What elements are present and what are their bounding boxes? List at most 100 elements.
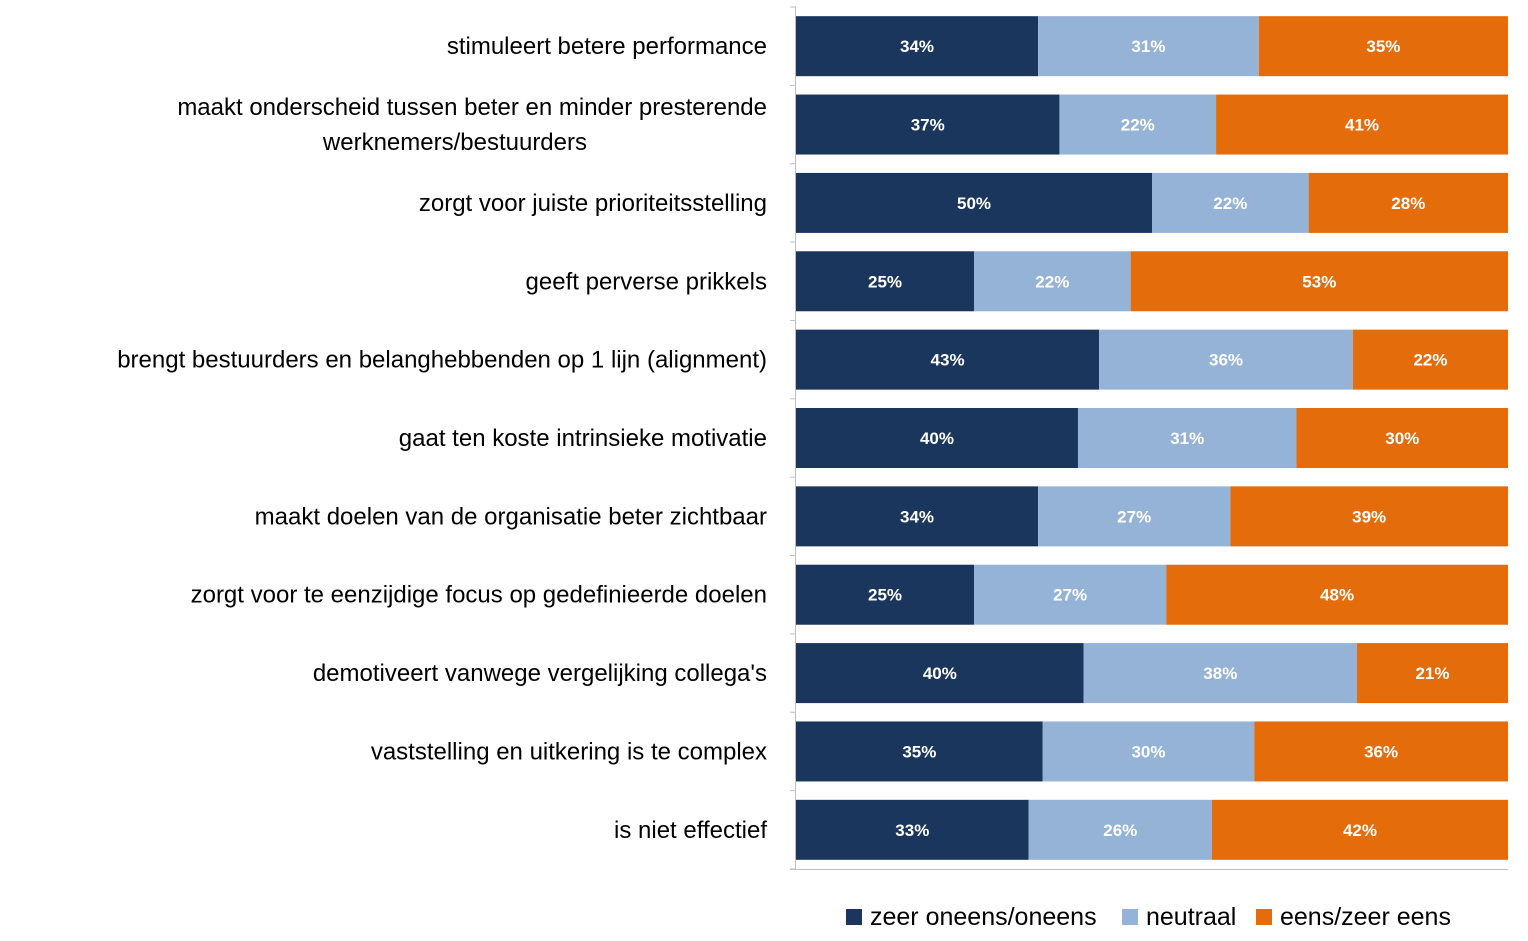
- bar-segment: [1099, 329, 1353, 390]
- category-label: maakt doelen van de organisatie beter zi…: [255, 503, 767, 530]
- bar-segment: [796, 643, 1084, 704]
- bar-segment: [1211, 799, 1508, 860]
- category-label-line: stimuleert betere performance: [447, 33, 767, 60]
- bar-segment: [974, 251, 1131, 312]
- legend-label: zeer oneens/oneens: [870, 903, 1097, 931]
- data-label: 42%: [1343, 821, 1377, 840]
- category-label: gaat ten koste intrinsieke motivatie: [399, 425, 767, 452]
- category-label-line: is niet effectief: [614, 817, 767, 844]
- category-label: maakt onderscheid tussen beter en minder…: [177, 94, 767, 156]
- legend-swatch: [1122, 909, 1138, 925]
- bar-segment: [1296, 408, 1508, 468]
- data-label: 50%: [957, 194, 991, 213]
- data-label: 30%: [1131, 742, 1165, 761]
- bar-segment: [1059, 94, 1217, 155]
- data-label: 37%: [911, 116, 945, 135]
- bar-segment: [796, 251, 974, 312]
- data-label: 21%: [1415, 664, 1449, 683]
- category-label-line: maakt onderscheid tussen beter en minder…: [177, 94, 767, 121]
- category-label: stimuleert betere performance: [447, 33, 767, 60]
- data-label: 22%: [1413, 351, 1447, 370]
- bar-segment: [1152, 172, 1309, 233]
- data-label: 35%: [902, 742, 936, 761]
- legend-swatch: [846, 909, 862, 925]
- bar-segment: [1028, 799, 1212, 860]
- data-label: 31%: [1170, 429, 1204, 448]
- data-label: 34%: [900, 37, 934, 56]
- bar-segment: [1258, 16, 1508, 77]
- category-label: vaststelling en uitkering is te complex: [371, 738, 767, 765]
- legend-swatch: [1256, 909, 1272, 925]
- data-label: 26%: [1103, 821, 1137, 840]
- category-label-line: brengt bestuurders en belanghebbenden op…: [117, 347, 767, 374]
- data-label: 28%: [1391, 194, 1425, 213]
- bar-segment: [1166, 564, 1508, 625]
- data-label: 22%: [1035, 272, 1069, 291]
- data-label: 39%: [1352, 507, 1386, 526]
- bar-segment: [796, 16, 1039, 77]
- bar-segment: [1216, 94, 1508, 155]
- bar-segment: [1038, 486, 1231, 547]
- bar-segment: [1083, 643, 1357, 704]
- data-label: 35%: [1366, 37, 1400, 56]
- legend-label: neutraal: [1146, 903, 1236, 931]
- data-label: 38%: [1203, 664, 1237, 683]
- data-label: 30%: [1385, 429, 1419, 448]
- data-label: 36%: [1209, 351, 1243, 370]
- data-label: 36%: [1364, 742, 1398, 761]
- bar-segment: [1356, 643, 1508, 704]
- bar-segment: [974, 564, 1167, 625]
- data-label: 27%: [1053, 586, 1087, 605]
- category-label-line: vaststelling en uitkering is te complex: [371, 738, 767, 765]
- category-label-line: maakt doelen van de organisatie beter zi…: [255, 503, 767, 530]
- data-label: 41%: [1345, 116, 1379, 135]
- bar-segment: [796, 408, 1078, 468]
- bar-segment: [1130, 251, 1508, 312]
- data-label: 25%: [868, 272, 902, 291]
- category-labels: stimuleert betere performance maakt onder…: [117, 33, 767, 844]
- data-label: 27%: [1117, 507, 1151, 526]
- bar-segment: [1077, 408, 1297, 468]
- data-label: 34%: [900, 507, 934, 526]
- bar-segment: [796, 329, 1100, 390]
- data-label: 31%: [1131, 37, 1165, 56]
- data-label: 53%: [1302, 272, 1336, 291]
- axis-layer: [790, 6, 1508, 870]
- bar-segment: [1042, 721, 1255, 782]
- category-label-line: zorgt voor juiste prioriteitsstelling: [419, 190, 767, 217]
- bar-segment: [1352, 329, 1508, 390]
- category-label: demotiveert vanwege vergelijking collega…: [313, 660, 767, 687]
- bar-segment: [1308, 172, 1508, 233]
- category-label: geeft perverse prikkels: [526, 268, 767, 295]
- category-label: zorgt voor te eenzijdige focus op gedefi…: [191, 582, 767, 609]
- data-label: 25%: [868, 586, 902, 605]
- bar-segment: [796, 486, 1039, 547]
- data-label: 22%: [1213, 194, 1247, 213]
- data-label: 33%: [895, 821, 929, 840]
- bar-segment: [796, 94, 1060, 155]
- category-label-line: demotiveert vanwege vergelijking collega…: [313, 660, 767, 687]
- bar-segment: [796, 799, 1029, 860]
- category-label: brengt bestuurders en belanghebbenden op…: [117, 347, 767, 374]
- bar-segment: [1038, 16, 1259, 77]
- data-label: 22%: [1121, 116, 1155, 135]
- bar-segment: [796, 172, 1152, 233]
- legend-label: eens/zeer eens: [1280, 903, 1451, 931]
- data-label: 48%: [1320, 586, 1354, 605]
- data-label: 40%: [920, 429, 954, 448]
- category-label: is niet effectief: [614, 817, 767, 844]
- bars-layer: 34% 31% 35% 37% 22% 41% 50% 22% 28% 25% 22% 53% 43% 3…: [796, 16, 1508, 860]
- legend: zeer oneens/oneens neutraal eens/zeer eens: [846, 903, 1451, 931]
- category-label-line: zorgt voor te eenzijdige focus op gedefi…: [191, 582, 767, 609]
- category-label-line: gaat ten koste intrinsieke motivatie: [399, 425, 767, 452]
- bar-segment: [1230, 486, 1508, 547]
- category-label-line: geeft perverse prikkels: [526, 268, 767, 295]
- data-label: 43%: [931, 351, 965, 370]
- bar-segment: [796, 564, 974, 625]
- bar-segment: [1254, 721, 1508, 782]
- bar-segment: [796, 721, 1043, 782]
- category-label: zorgt voor juiste prioriteitsstelling: [419, 190, 767, 217]
- data-label: 40%: [923, 664, 957, 683]
